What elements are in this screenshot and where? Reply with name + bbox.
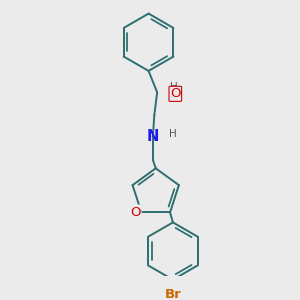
Text: O: O (130, 206, 140, 219)
Text: Br: Br (164, 288, 181, 300)
Text: H: H (170, 82, 178, 92)
Text: N: N (147, 129, 159, 144)
Text: O: O (170, 87, 181, 100)
Text: H: H (169, 129, 176, 139)
